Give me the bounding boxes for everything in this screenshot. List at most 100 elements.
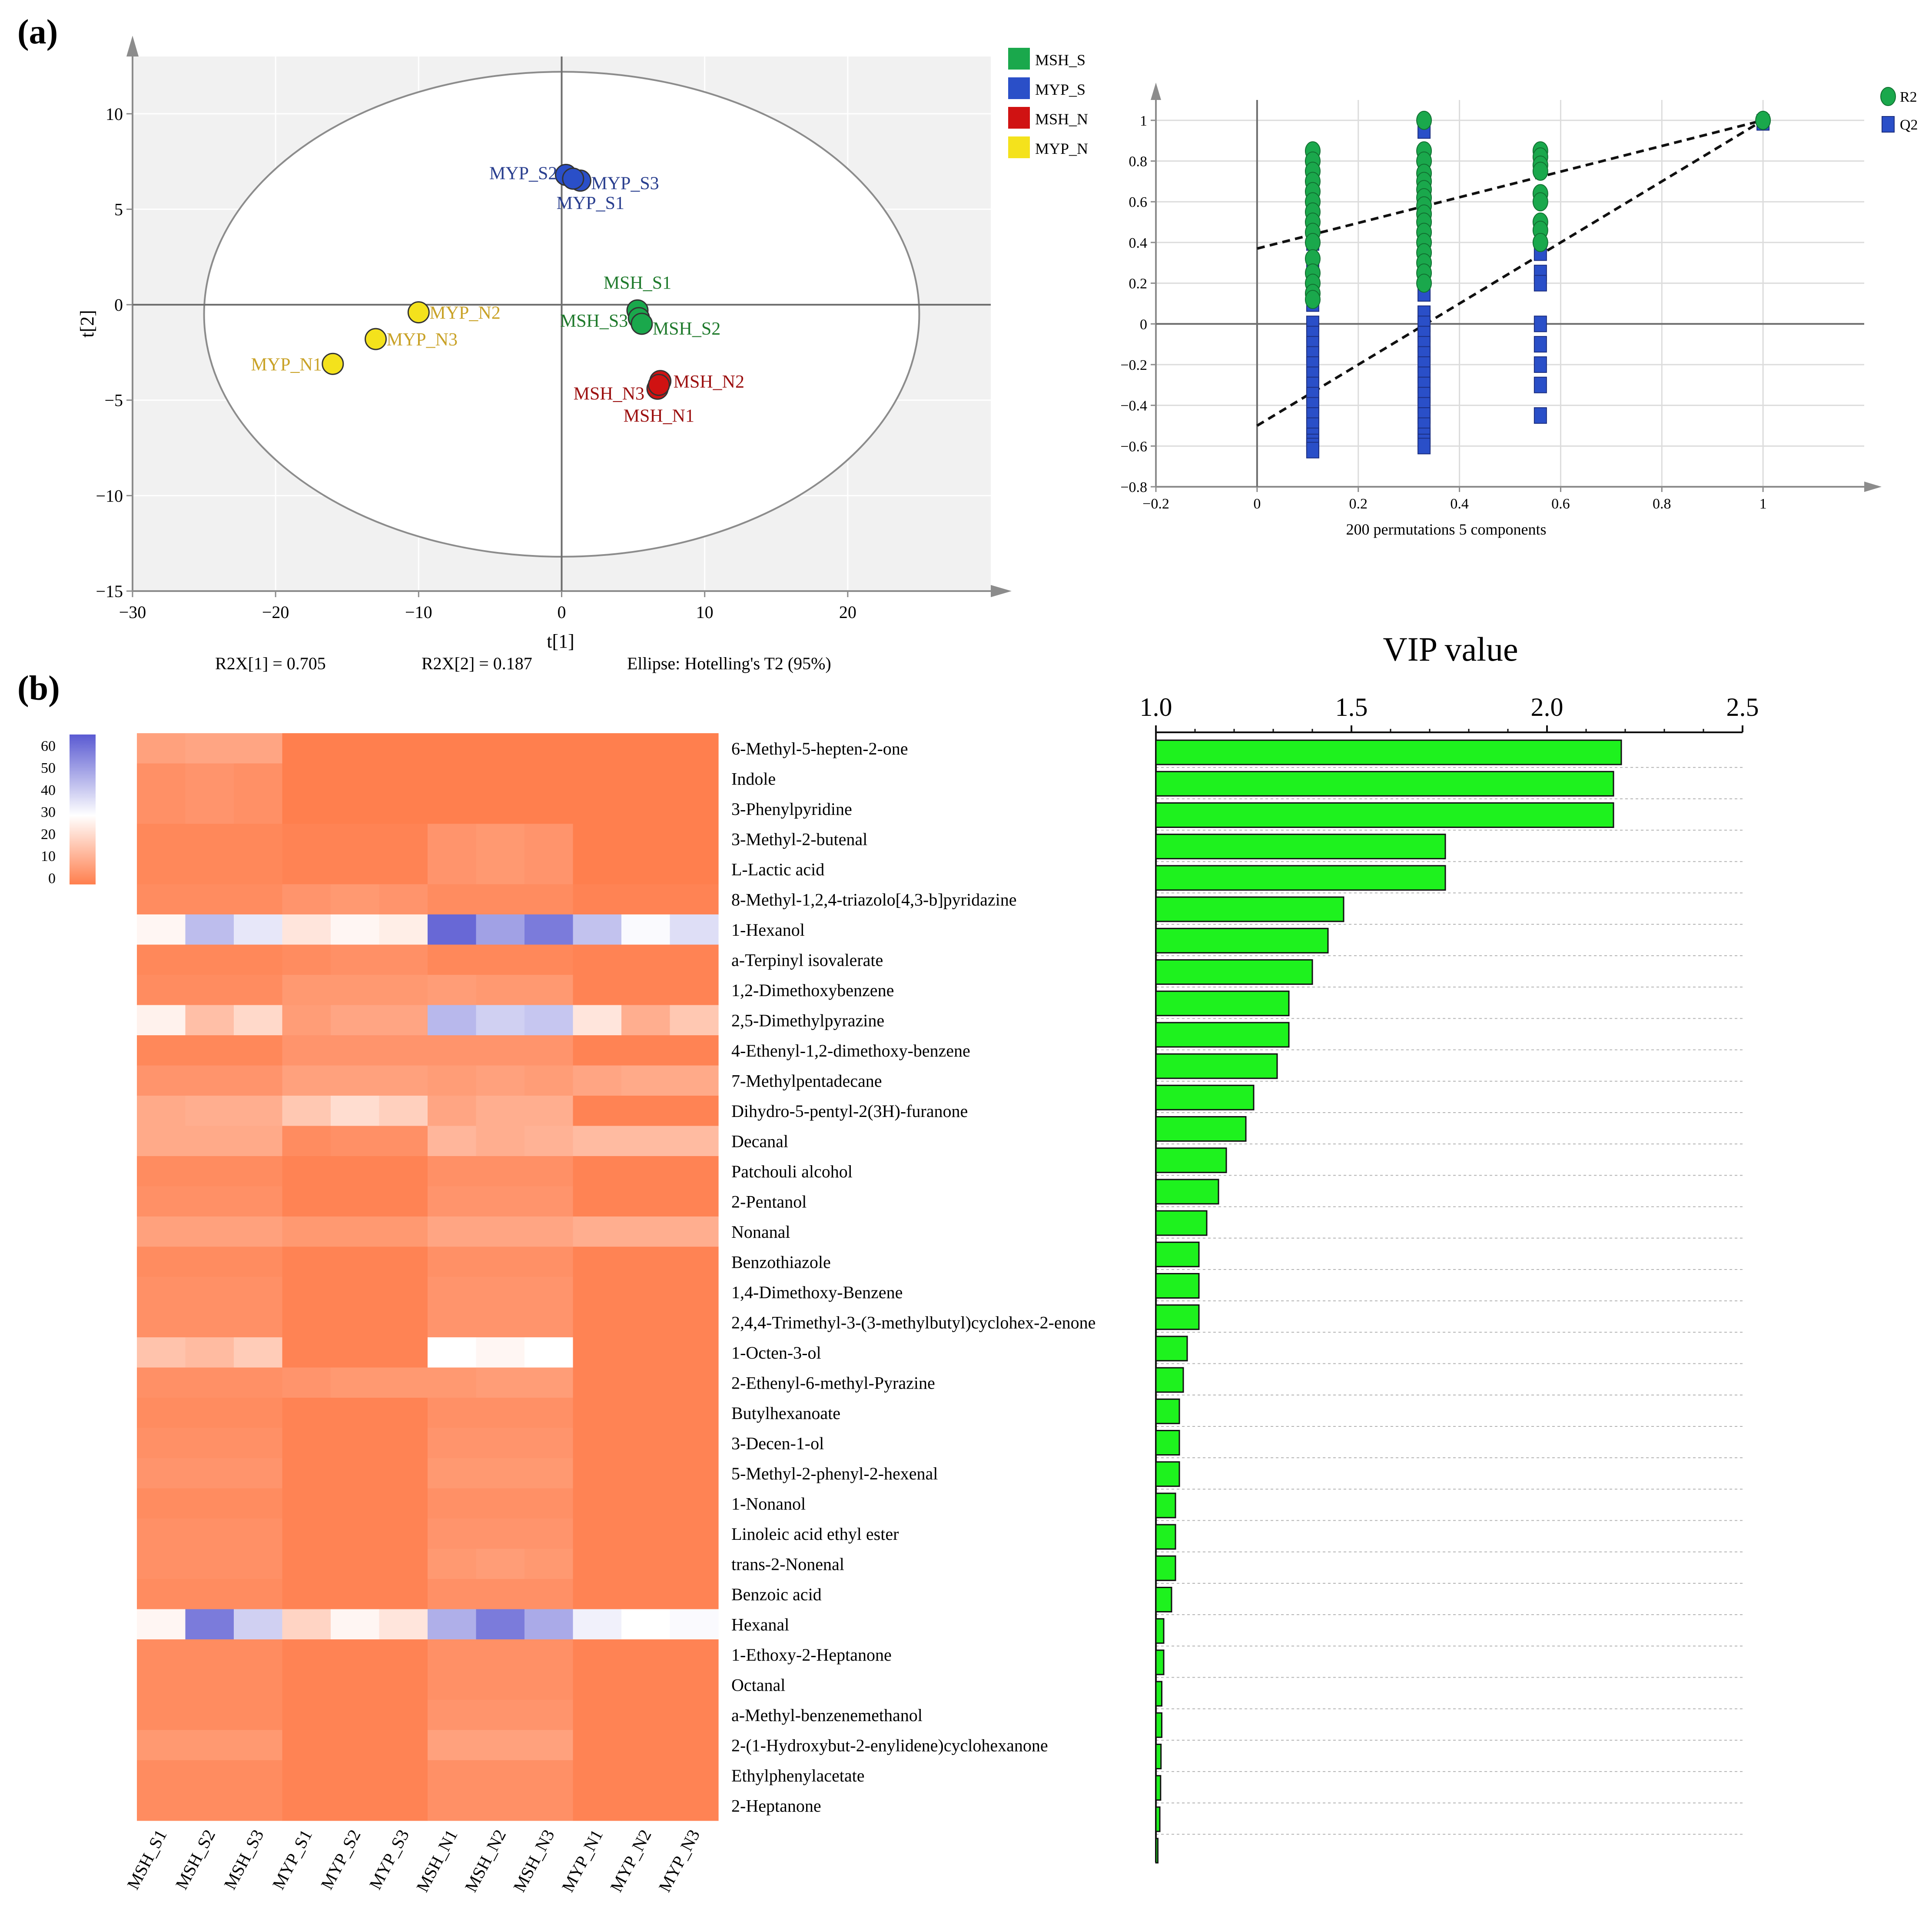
- heatmap-cell: [621, 1277, 671, 1308]
- pca-x-tick-labels: −30 −20 −10 0 10 20: [119, 602, 856, 622]
- perm-q2-point: [1417, 438, 1431, 455]
- heatmap-cell: [476, 1398, 525, 1429]
- heatmap-cell: [428, 1669, 477, 1700]
- heatmap-cell: [573, 854, 622, 885]
- heatmap-cell: [670, 1700, 719, 1731]
- heatmap-cell: [524, 1005, 574, 1036]
- vip-bar: [1155, 1744, 1162, 1769]
- heatmap-cell: [185, 1790, 234, 1821]
- pca-score-plot: −30 −20 −10 0 10 20 −15 −10 −5 0 5 10 MYP_S2 MYP_S3…: [76, 36, 1088, 673]
- heatmap-cell: [428, 1760, 477, 1791]
- heatmap-cell: [428, 1398, 477, 1429]
- heatmap-cell: [331, 944, 380, 975]
- heatmap-cell: [573, 1639, 622, 1670]
- heatmap-cell: [331, 1126, 380, 1157]
- heatmap-cell: [185, 1519, 234, 1549]
- heatmap-cell: [234, 975, 283, 1006]
- color-scale-tick-label: 50: [41, 760, 56, 776]
- heatmap-row-label: Benzoic acid: [731, 1585, 822, 1604]
- heatmap-cell: [331, 1246, 380, 1277]
- heatmap-cell: [137, 1307, 186, 1338]
- heatmap-cell: [185, 884, 234, 915]
- perm-q2-point: [1534, 376, 1547, 393]
- heatmap-cell: [185, 824, 234, 854]
- vip-x-tick-label: 2.5: [1726, 693, 1759, 721]
- vip-bar: [1155, 865, 1446, 891]
- heatmap-row-label: 1-Ethoxy-2-Heptanone: [731, 1645, 892, 1665]
- heatmap-cell: [573, 1186, 622, 1217]
- heatmap-cell: [379, 1458, 428, 1489]
- heatmap-cell: [573, 1790, 622, 1821]
- heatmap-cell: [621, 1700, 671, 1731]
- heatmap-cell: [476, 944, 525, 975]
- heatmap-cell: [524, 1126, 574, 1157]
- heatmap-cell: [185, 1549, 234, 1579]
- heatmap-cell: [331, 1639, 380, 1670]
- heatmap-cell: [670, 884, 719, 915]
- perm-y-tick-label: −0.4: [1120, 398, 1147, 414]
- heatmap-column-label: MYP_S1: [269, 1826, 316, 1893]
- heatmap-cell: [524, 854, 574, 885]
- vip-bar: [1155, 1838, 1159, 1864]
- vip-bar: [1155, 959, 1313, 985]
- heatmap-cell: [476, 1790, 525, 1821]
- perm-y-tick-label: −0.2: [1120, 357, 1147, 373]
- heatmap-cell: [573, 1458, 622, 1489]
- heatmap-cell: [476, 763, 525, 794]
- vip-x-tick-label: 2.0: [1531, 693, 1564, 721]
- heatmap-cell: [331, 1790, 380, 1821]
- heatmap-cell: [524, 1549, 574, 1579]
- heatmap-cell: [234, 763, 283, 794]
- heatmap-cell: [621, 854, 671, 885]
- heatmap-cell: [185, 914, 234, 945]
- heatmap-cell: [428, 1156, 477, 1187]
- heatmap-cell: [670, 1277, 719, 1308]
- heatmap-cell: [234, 1367, 283, 1398]
- perm-gridlines: [1155, 100, 1864, 488]
- pca-point-label: MSH_N1: [624, 406, 694, 426]
- heatmap-cell: [670, 1760, 719, 1791]
- heatmap-cell: [379, 1035, 428, 1066]
- pca-point-label: MSH_S3: [560, 311, 628, 331]
- heatmap-cell: [331, 1035, 380, 1066]
- heatmap-cell: [331, 824, 380, 854]
- perm-legend-swatch-r2: [1880, 87, 1896, 106]
- heatmap-cell: [282, 794, 331, 824]
- heatmap-cell: [428, 1730, 477, 1761]
- pca-y-tick-label: −15: [96, 582, 123, 601]
- heatmap-cell: [524, 1458, 574, 1489]
- vip-bar: [1155, 1179, 1219, 1205]
- heatmap-cell: [137, 1579, 186, 1610]
- heatmap-column-label: MYP_S3: [365, 1826, 413, 1893]
- heatmap-cell: [670, 1126, 719, 1157]
- heatmap-cell: [379, 1156, 428, 1187]
- panel-label-b: (b): [17, 669, 60, 708]
- heatmap-cell: [670, 1428, 719, 1459]
- heatmap-cell: [234, 1730, 283, 1761]
- vip-bar: [1155, 1461, 1180, 1487]
- vip-bar: [1155, 1712, 1162, 1738]
- heatmap-row-label: trans-2-Nonenal: [731, 1554, 844, 1574]
- heatmap-row-label: 2-Pentanol: [731, 1192, 807, 1211]
- heatmap-cell: [428, 1307, 477, 1338]
- heatmap-row-label: 2-Heptanone: [731, 1796, 821, 1815]
- heatmap-cell: [234, 1458, 283, 1489]
- heatmap-cell: [476, 1005, 525, 1036]
- perm-y-tick-label: 0.8: [1129, 154, 1148, 170]
- vip-bar: [1155, 1649, 1165, 1675]
- heatmap-cell: [331, 1307, 380, 1338]
- heatmap-cell: [282, 1519, 331, 1549]
- heatmap-cell: [428, 1035, 477, 1066]
- heatmap-cell: [185, 1246, 234, 1277]
- perm-regression-line-r2: [1257, 119, 1763, 250]
- pca-legend-swatch-msh_n: [1008, 107, 1030, 129]
- heatmap-cell: [621, 944, 671, 975]
- heatmap-cell: [621, 1156, 671, 1187]
- color-scale-tick-label: 20: [41, 826, 56, 842]
- heatmap-cell: [621, 1035, 671, 1066]
- perm-y-tick-label: 0.4: [1129, 235, 1148, 251]
- heatmap-cell: [379, 1398, 428, 1429]
- heatmap-column-label: MYP_N3: [654, 1826, 704, 1895]
- heatmap-cell: [137, 1367, 186, 1398]
